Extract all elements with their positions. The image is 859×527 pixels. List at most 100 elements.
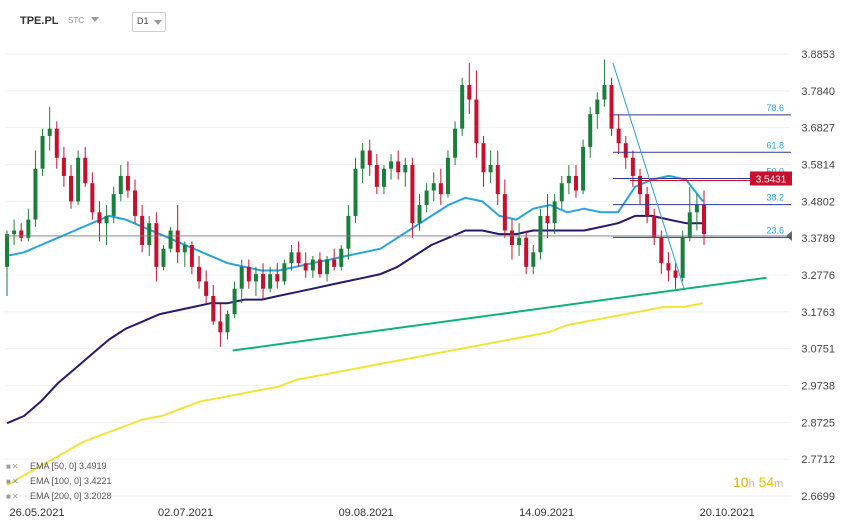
candle-body — [581, 146, 586, 191]
candle-body — [253, 274, 258, 282]
candle-body — [175, 230, 180, 253]
x-tick-label: 09.08.2021 — [339, 507, 394, 519]
candle-body — [353, 168, 358, 216]
legend-ema200[interactable]: ■✕ EMA [200, 0] 3.2028 — [6, 489, 112, 504]
candle-body — [367, 150, 372, 166]
candle-body — [588, 114, 593, 147]
y-tick-label: 2.6699 — [801, 491, 835, 503]
candle-body — [445, 157, 450, 195]
y-tick-label: 3.2776 — [801, 270, 835, 282]
candle-body — [225, 314, 230, 333]
candle-body — [680, 237, 685, 278]
fib-level-label: 61.8 — [766, 140, 784, 150]
candle-body — [573, 175, 578, 191]
candle-body — [488, 165, 493, 173]
candle-body — [140, 215, 145, 246]
chart-toolbar: TPE.PL STC D1 — [0, 0, 200, 32]
candle-body — [317, 259, 322, 275]
candle-body — [275, 274, 280, 282]
candle-body — [168, 230, 173, 249]
candle-body — [637, 175, 642, 195]
fib-level-label: 38.2 — [766, 193, 784, 203]
candle-body — [239, 266, 244, 289]
candle-body — [424, 190, 429, 206]
settings-close-icon[interactable]: ■✕ — [6, 492, 20, 501]
fib-level-label: 23.6 — [766, 225, 784, 235]
candle-body — [346, 215, 351, 249]
x-tick-label: 02.07.2021 — [158, 507, 213, 519]
candle-body — [417, 205, 422, 224]
candle-body — [33, 168, 38, 220]
candle-body — [374, 165, 379, 187]
candle-body — [531, 252, 536, 267]
candle-body — [474, 99, 479, 144]
fib-price-label: 3.5431 — [756, 174, 787, 185]
candle-body — [211, 295, 216, 322]
candle-body — [54, 128, 59, 158]
candle-body — [310, 259, 315, 271]
candle-body — [69, 175, 74, 202]
y-tick-label: 2.8725 — [801, 417, 835, 429]
y-tick-label: 2.7712 — [801, 454, 835, 466]
candle-body — [246, 266, 251, 282]
candle-body — [232, 288, 237, 315]
candle-body — [12, 230, 17, 235]
chevron-down-icon[interactable] — [91, 17, 99, 22]
y-tick-label: 3.5814 — [801, 160, 835, 172]
candle-body — [396, 161, 401, 173]
candle-body — [197, 266, 202, 282]
candle-body — [389, 161, 394, 169]
y-tick-label: 2.9738 — [801, 380, 835, 392]
settings-close-icon[interactable]: ■✕ — [6, 477, 20, 486]
fib-price-badge — [750, 171, 792, 186]
candle-body — [517, 237, 522, 246]
y-tick-label: 3.3789 — [801, 233, 835, 245]
candle-body — [104, 215, 109, 224]
candle-body — [410, 165, 415, 224]
candle-body — [673, 270, 678, 278]
y-tick-label: 3.0751 — [801, 344, 835, 356]
candle-body — [154, 223, 159, 267]
candle-body — [5, 234, 9, 267]
chevron-down-icon — [154, 20, 162, 25]
y-tick-label: 3.4802 — [801, 196, 835, 208]
candle-body — [133, 190, 138, 216]
candle-body — [453, 128, 458, 158]
candle-body — [61, 157, 66, 176]
settings-close-icon[interactable]: ■✕ — [6, 462, 20, 471]
candle-body — [524, 237, 529, 267]
candle-body — [552, 201, 557, 224]
candle-body — [303, 263, 308, 271]
candle-body — [403, 165, 408, 173]
ema200-line — [6, 302, 704, 486]
candle-body — [339, 248, 344, 267]
candle-body — [652, 215, 657, 238]
candle-body — [623, 143, 628, 158]
y-tick-label: 3.1763 — [801, 307, 835, 319]
candle-body — [282, 263, 287, 282]
candle-body — [566, 175, 571, 184]
y-tick-label: 3.6827 — [801, 123, 835, 135]
candle-body — [325, 259, 330, 275]
legend-ema100[interactable]: ■✕ EMA [100, 0] 3.4221 — [6, 474, 112, 489]
candle-body — [90, 183, 95, 213]
symbol-label[interactable]: TPE.PL — [20, 15, 59, 27]
candle-body — [204, 281, 209, 296]
candle-body — [40, 135, 45, 169]
candle-body — [289, 252, 294, 264]
timeframe-select[interactable]: D1 — [132, 12, 166, 32]
candle-body — [509, 230, 514, 246]
x-tick-label: 26.05.2021 — [9, 507, 64, 519]
candle-body — [111, 194, 116, 216]
trendline — [232, 276, 767, 352]
legend-ema50[interactable]: ■✕ EMA [50, 0] 3.4919 — [6, 459, 112, 474]
candle-body — [687, 212, 692, 238]
candle-body — [332, 259, 337, 267]
candle-body — [296, 252, 301, 264]
candle-body — [125, 175, 130, 191]
current-price-pointer — [786, 230, 792, 241]
y-axis-panel — [792, 0, 859, 527]
mode-label[interactable]: STC — [68, 16, 84, 25]
candle-body — [268, 274, 273, 289]
